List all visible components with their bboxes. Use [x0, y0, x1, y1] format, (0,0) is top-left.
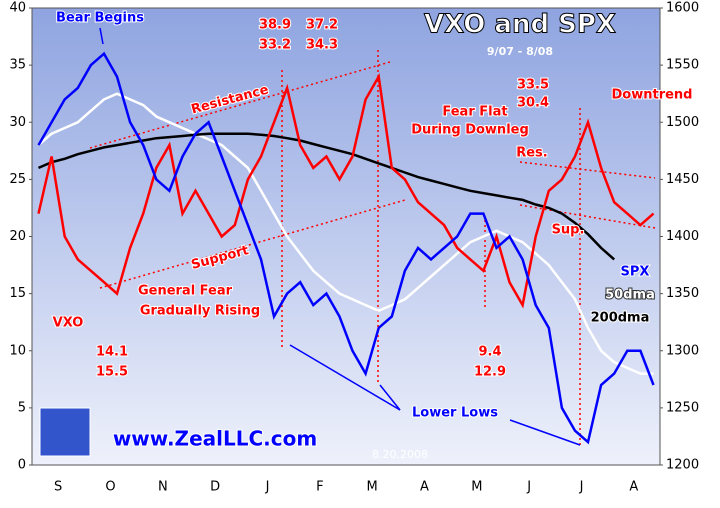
annotation: 30.4 — [517, 96, 549, 111]
series-line — [37, 72, 655, 309]
y-tick-label: 0 — [18, 458, 26, 473]
series-line — [37, 92, 654, 375]
x-tick-label: J — [579, 480, 584, 495]
y-tick-label: 15 — [9, 286, 26, 301]
annotation: 9.4 — [478, 345, 501, 360]
annotation: Lower Lows — [412, 406, 498, 421]
annotation: 34.3 — [306, 38, 338, 53]
annotation: Gradually Rising — [140, 304, 260, 319]
annotation: Fear Flat — [442, 105, 507, 120]
annotation: 15.5 — [96, 365, 128, 380]
y2-tick-label: 1200 — [666, 458, 699, 473]
y2-tick-label: 1350 — [666, 286, 699, 301]
y2-tick-label: 1500 — [666, 115, 699, 130]
y2-tick-label: 1550 — [666, 58, 699, 73]
chart-subtitle: 9/07 - 8/08 — [487, 45, 553, 58]
x-tick-label: D — [210, 480, 220, 495]
y-tick-label: 5 — [18, 400, 26, 415]
logo — [39, 407, 91, 457]
annotation: Downtrend — [612, 88, 693, 103]
x-tick-label: O — [105, 480, 115, 495]
annotation: 12.9 — [474, 365, 506, 380]
x-tick-label: A — [629, 480, 638, 495]
x-tick-label: M — [367, 480, 378, 495]
x-tick-label: J — [265, 480, 270, 495]
annotation: 37.2 — [306, 18, 338, 33]
annotation: 8.20.2008 — [372, 448, 428, 461]
y-tick-label: 35 — [9, 58, 26, 73]
x-tick-label: A — [420, 480, 429, 495]
annotation: Sup. — [552, 223, 585, 238]
y2-tick-label: 1400 — [666, 229, 699, 244]
annotation: 200dma — [591, 311, 650, 326]
y2-tick-label: 1300 — [666, 343, 699, 358]
x-tick-label: S — [54, 480, 62, 495]
x-tick-label: N — [158, 480, 168, 495]
annotation: Res. — [516, 146, 548, 161]
series-line — [38, 132, 616, 261]
annotation: SPX — [621, 265, 650, 280]
y-tick-label: 40 — [9, 1, 26, 16]
y-tick-label: 25 — [9, 172, 26, 187]
annotation: Bear Begins — [56, 11, 144, 26]
x-tick-label: M — [471, 480, 482, 495]
y2-tick-label: 1250 — [666, 400, 699, 415]
series-line — [37, 51, 655, 445]
annotation: 38.9 — [259, 18, 291, 33]
lower-lows-arrows — [99, 27, 581, 446]
x-tick-label: F — [316, 480, 323, 495]
y-tick-label: 10 — [9, 343, 26, 358]
y2-tick-label: 1450 — [666, 172, 699, 187]
y2-tick-label: 1600 — [666, 1, 699, 16]
y-tick-label: 30 — [9, 115, 26, 130]
annotation: During Downleg — [411, 123, 529, 138]
annotation: 33.5 — [517, 78, 549, 93]
y-tick-label: 20 — [9, 229, 26, 244]
annotation: General Fear — [138, 284, 233, 299]
annotation: 14.1 — [96, 345, 128, 360]
x-tick-label: J — [526, 480, 531, 495]
chart-title: VXO and SPX — [424, 10, 616, 40]
annotation: 50dma — [605, 288, 655, 303]
plot-area — [31, 7, 661, 466]
annotation: www.ZealLLC.com — [113, 427, 317, 451]
annotation: 33.2 — [259, 38, 291, 53]
annotation: VXO — [53, 316, 84, 331]
